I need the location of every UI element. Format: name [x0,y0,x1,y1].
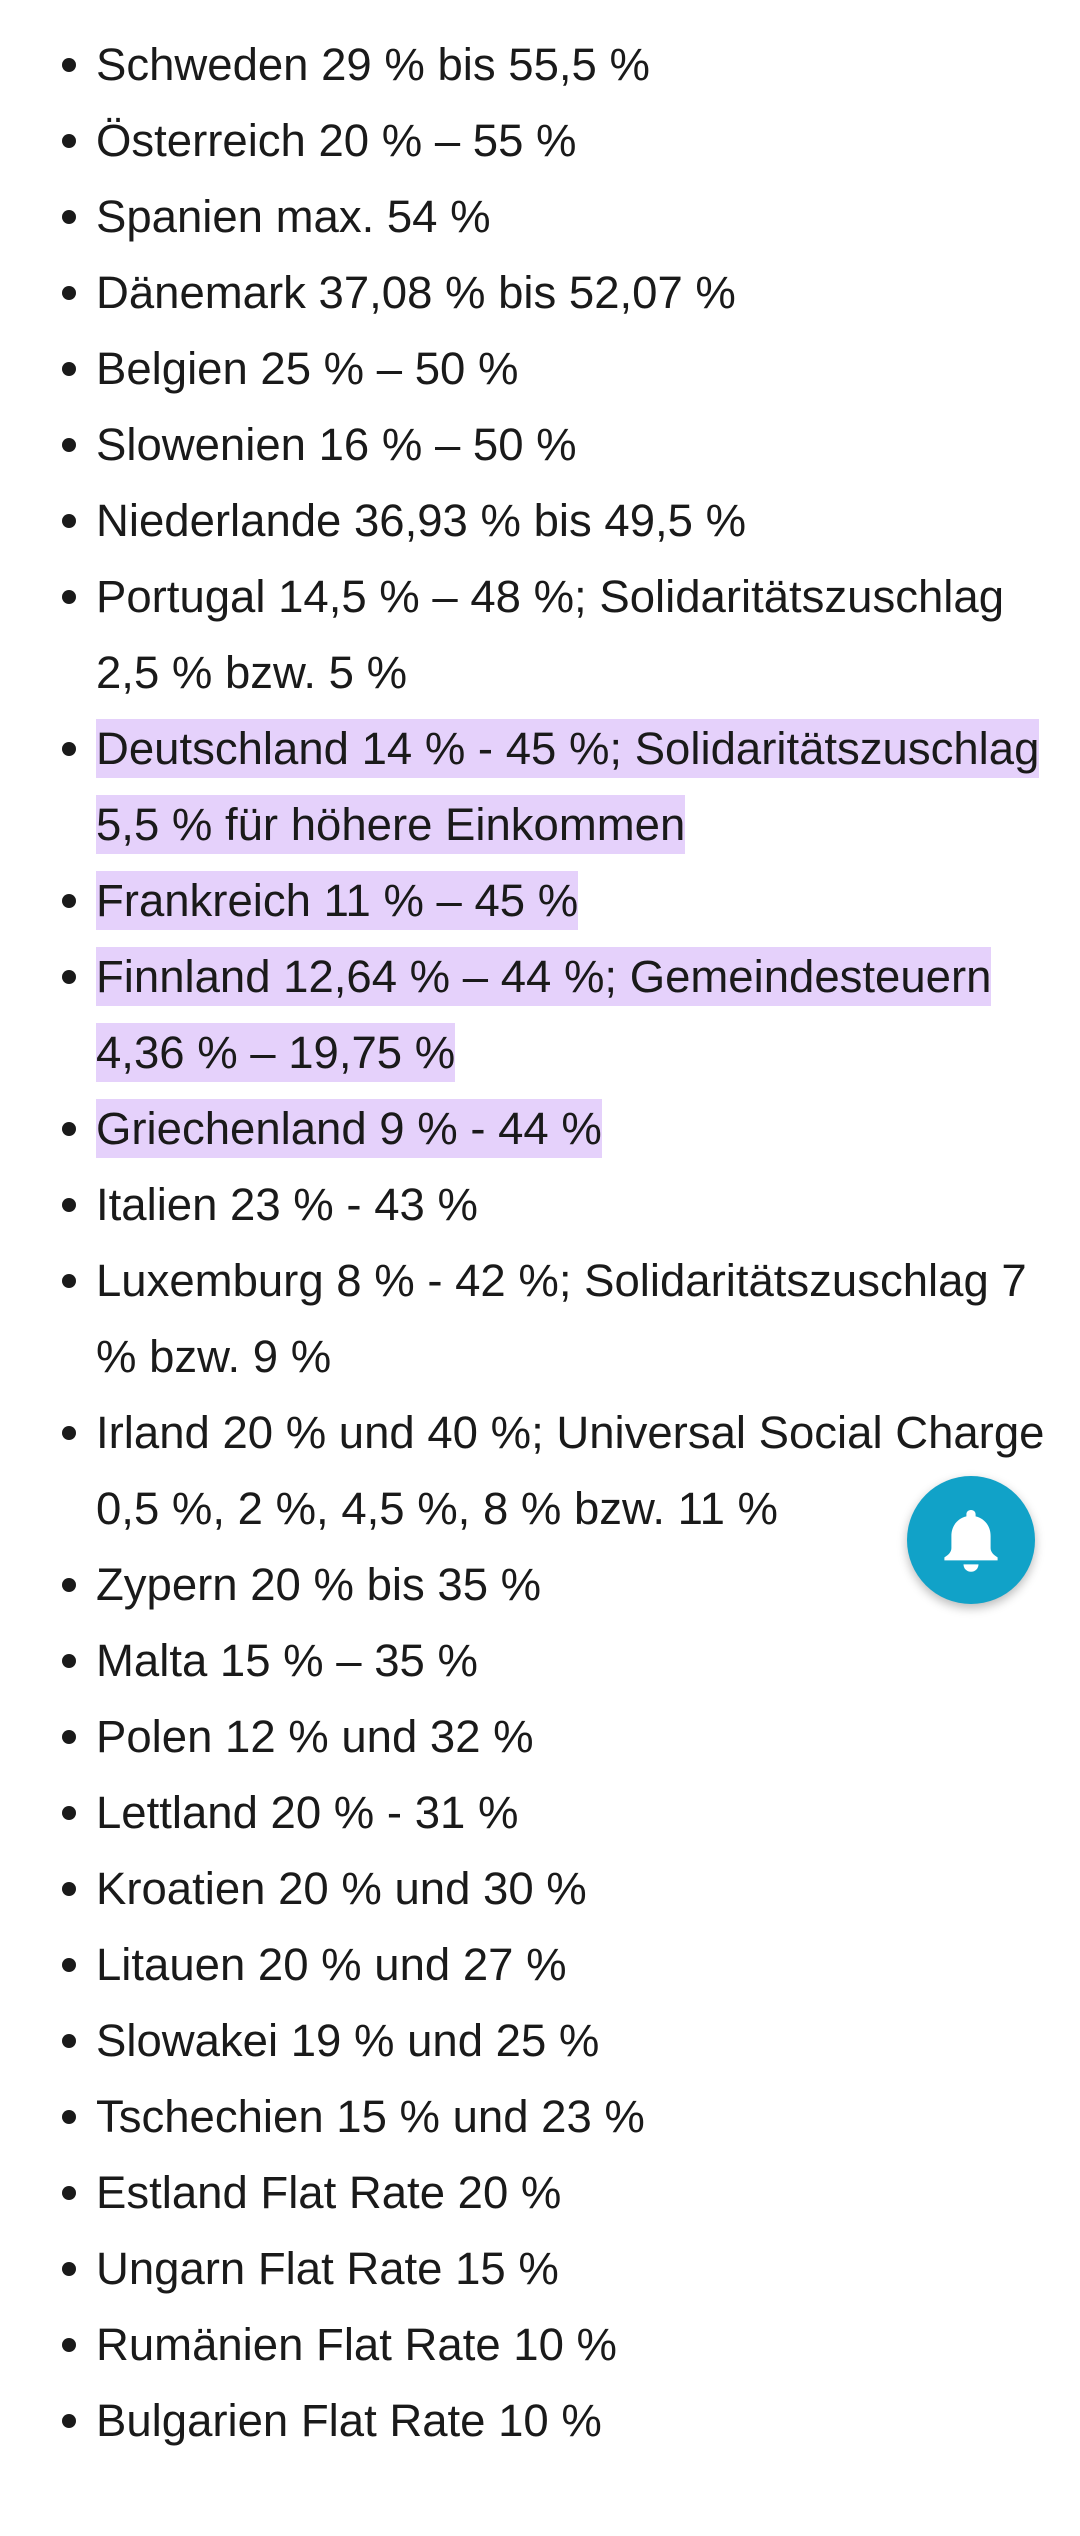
item-text: Österreich 20 % – 55 % [96,115,577,166]
highlighted-item-text: Finnland 12,64 % – 44 %; Gemeindesteuern… [96,947,992,1082]
bullet-icon [62,2110,76,2124]
item-text: Rumänien Flat Rate 10 % [96,2319,617,2370]
bullet-icon [62,58,76,72]
list-item: Tschechien 15 % und 23 % [0,2079,1080,2155]
bullet-icon [62,2338,76,2352]
bullet-icon [62,2186,76,2200]
list-item: Litauen 20 % und 27 % [0,1927,1080,2003]
bullet-icon [62,514,76,528]
bullet-icon [62,1654,76,1668]
list-item: Schweden 29 % bis 55,5 % [0,27,1080,103]
highlighted-item-text: Griechenland 9 % - 44 % [96,1099,602,1158]
list-item: Frankreich 11 % – 45 % [0,863,1080,939]
bullet-icon [62,2414,76,2428]
item-text: Irland 20 % und 40 %; Universal Social C… [96,1407,1045,1534]
item-text: Lettland 20 % - 31 % [96,1787,519,1838]
bell-icon [944,1510,998,1572]
highlighted-item-text: Frankreich 11 % – 45 % [96,871,579,930]
list-item: Portugal 14,5 % – 48 %; Solidaritätszusc… [0,559,1080,711]
list-item: Österreich 20 % – 55 % [0,103,1080,179]
list-item: Slowenien 16 % – 50 % [0,407,1080,483]
item-text: Slowakei 19 % und 25 % [96,2015,600,2066]
list-item: Griechenland 9 % - 44 % [0,1091,1080,1167]
item-text: Spanien max. 54 % [96,191,491,242]
list-item: Polen 12 % und 32 % [0,1699,1080,1775]
bullet-icon [62,742,76,756]
item-text: Portugal 14,5 % – 48 %; Solidaritätszusc… [96,571,1005,698]
list-item: Irland 20 % und 40 %; Universal Social C… [0,1395,1080,1547]
item-text: Tschechien 15 % und 23 % [96,2091,645,2142]
list-item: Slowakei 19 % und 25 % [0,2003,1080,2079]
bullet-icon [62,438,76,452]
bullet-icon [62,1122,76,1136]
list-item: Spanien max. 54 % [0,179,1080,255]
bullet-icon [62,134,76,148]
item-text: Litauen 20 % und 27 % [96,1939,567,1990]
list-item: Kroatien 20 % und 30 % [0,1851,1080,1927]
list-item: Luxemburg 8 % - 42 %; Solidaritätszuschl… [0,1243,1080,1395]
item-text: Ungarn Flat Rate 15 % [96,2243,559,2294]
item-text: Malta 15 % – 35 % [96,1635,478,1686]
bullet-icon [62,894,76,908]
list-item: Belgien 25 % – 50 % [0,331,1080,407]
bullet-icon [62,1426,76,1440]
bullet-icon [62,362,76,376]
list-item: Rumänien Flat Rate 10 % [0,2307,1080,2383]
item-text: Estland Flat Rate 20 % [96,2167,562,2218]
list-item: Deutschland 14 % - 45 %; Solidaritätszus… [0,711,1080,863]
item-text: Slowenien 16 % – 50 % [96,419,577,470]
list-item: Dänemark 37,08 % bis 52,07 % [0,255,1080,331]
list-item: Finnland 12,64 % – 44 %; Gemeindesteuern… [0,939,1080,1091]
bullet-icon [62,2262,76,2276]
bullet-icon [62,210,76,224]
bullet-icon [62,590,76,604]
item-text: Schweden 29 % bis 55,5 % [96,39,650,90]
item-text: Zypern 20 % bis 35 % [96,1559,542,1610]
item-text: Dänemark 37,08 % bis 52,07 % [96,267,736,318]
bullet-icon [62,1806,76,1820]
bullet-icon [62,1274,76,1288]
item-text: Belgien 25 % – 50 % [96,343,519,394]
bullet-icon [62,1882,76,1896]
list-item: Zypern 20 % bis 35 % [0,1547,1080,1623]
bullet-icon [62,1958,76,1972]
bullet-icon [62,2034,76,2048]
bullet-icon [62,1730,76,1744]
item-text: Bulgarien Flat Rate 10 % [96,2395,602,2446]
list-item: Italien 23 % - 43 % [0,1167,1080,1243]
item-text: Kroatien 20 % und 30 % [96,1863,587,1914]
highlighted-item-text: Deutschland 14 % - 45 %; Solidaritätszus… [96,719,1040,854]
bullet-icon [62,1198,76,1212]
list-item: Lettland 20 % - 31 % [0,1775,1080,1851]
list-item: Bulgarien Flat Rate 10 % [0,2383,1080,2459]
item-text: Polen 12 % und 32 % [96,1711,534,1762]
item-text: Luxemburg 8 % - 42 %; Solidaritätszuschl… [96,1255,1027,1382]
tax-rate-list: Schweden 29 % bis 55,5 % Österreich 20 % … [0,27,1080,2459]
item-text: Italien 23 % - 43 % [96,1179,478,1230]
list-item: Malta 15 % – 35 % [0,1623,1080,1699]
bullet-icon [62,970,76,984]
bullet-icon [62,286,76,300]
bullet-icon [62,1578,76,1592]
list-item: Niederlande 36,93 % bis 49,5 % [0,483,1080,559]
list-item: Ungarn Flat Rate 15 % [0,2231,1080,2307]
item-text: Niederlande 36,93 % bis 49,5 % [96,495,747,546]
notification-bell-button[interactable] [907,1476,1035,1604]
list-item: Estland Flat Rate 20 % [0,2155,1080,2231]
